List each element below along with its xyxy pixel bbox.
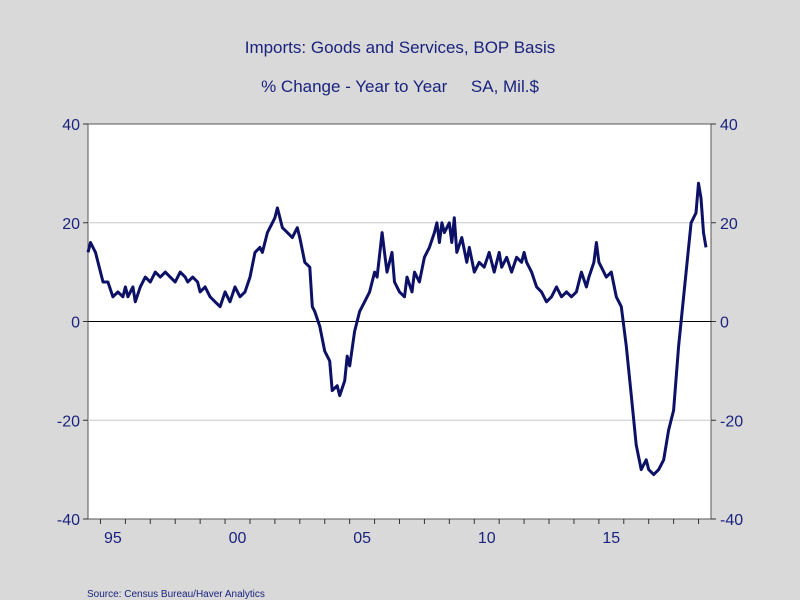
x-tick-label: 10	[478, 530, 496, 547]
y-tick-label-left: 40	[62, 117, 80, 134]
y-axis-left: 40 20 0 -20 -40	[57, 117, 88, 529]
x-axis: 95 00 05 10 15	[99, 519, 700, 547]
y-tick-label-left: 0	[71, 315, 80, 332]
y-tick-label-left: 20	[62, 216, 80, 233]
x-tick-label: 15	[602, 530, 620, 547]
y-tick-label-right: 20	[720, 216, 738, 233]
x-tick-label: 95	[104, 530, 122, 547]
series-line	[86, 181, 708, 477]
source-note: Source: Census Bureau/Haver Analytics	[87, 589, 265, 600]
y-axis-right: 40 20 0 -20 -40	[711, 117, 743, 529]
x-tick-label: 00	[229, 530, 247, 547]
y-tick-label-left: -20	[57, 413, 80, 430]
y-tick-label-left: -40	[57, 512, 80, 529]
y-tick-label-right: 0	[720, 315, 729, 332]
y-tick-label-right: 40	[720, 117, 738, 134]
y-tick-label-right: -20	[720, 413, 743, 430]
chart-title: Imports: Goods and Services, BOP Basis	[245, 38, 556, 57]
chart-subtitle: % Change - Year to Year SA, Mil.$	[261, 77, 539, 96]
series-group	[86, 181, 708, 477]
x-tick-label: 05	[353, 530, 371, 547]
y-tick-label-right: -40	[720, 512, 743, 529]
gridlines	[88, 222, 711, 421]
